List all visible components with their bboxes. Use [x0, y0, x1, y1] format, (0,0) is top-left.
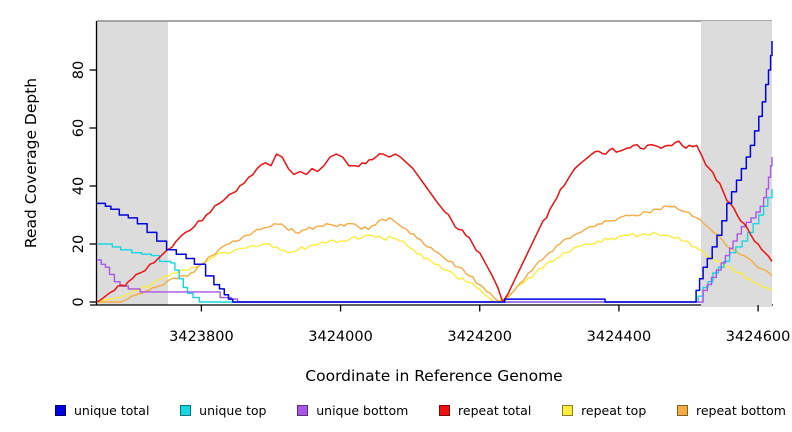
legend-item-repeat-top: repeat top — [562, 403, 646, 418]
series-line-repeat-top — [96, 231, 773, 303]
legend-item-unique-bottom: unique bottom — [297, 403, 408, 418]
legend-label: unique top — [199, 402, 267, 418]
legend: unique total unique top unique bottom repea… — [55, 399, 786, 421]
legend-swatch-icon — [180, 404, 192, 416]
legend-swatch-icon — [297, 404, 309, 416]
legend-swatch-icon — [562, 404, 574, 416]
legend-item-repeat-bottom: repeat bottom — [677, 403, 786, 418]
legend-label: repeat top — [581, 402, 647, 418]
y-tick-label: 60 — [71, 118, 87, 138]
series-line-unique-bottom — [97, 157, 773, 303]
x-tick-label: 3424400 — [586, 329, 652, 345]
y-tick-label: 20 — [71, 234, 87, 254]
legend-swatch-icon — [55, 404, 66, 416]
y-tick-label: 80 — [71, 60, 87, 80]
y-tick-label: 40 — [71, 176, 87, 196]
shaded-region-right — [701, 21, 772, 307]
series-line-repeat-bottom — [97, 205, 773, 303]
legend-swatch-icon — [677, 404, 688, 416]
legend-item-unique-total: unique total — [55, 403, 149, 418]
legend-item-unique-top: unique top — [180, 403, 266, 418]
x-tick-label: 3423800 — [169, 329, 234, 345]
series-line-unique-total — [97, 41, 773, 303]
series-line-unique-top — [97, 188, 773, 303]
y-tick-label: 0 — [71, 297, 87, 307]
x-tick-label: 3424200 — [447, 329, 513, 345]
legend-label: unique total — [74, 402, 150, 418]
shaded-region-left — [97, 21, 168, 305]
x-tick-label: 3424600 — [725, 329, 791, 345]
legend-label: repeat bottom — [696, 402, 786, 418]
series-line-repeat-total — [96, 140, 773, 303]
x-tick-label: 3424000 — [308, 329, 373, 345]
legend-swatch-icon — [439, 404, 451, 416]
y-axis-title: Read Coverage Depth — [22, 77, 40, 249]
legend-item-repeat-total: repeat total — [439, 403, 531, 418]
legend-label: unique bottom — [316, 402, 409, 418]
x-axis-title: Coordinate in Reference Genome — [305, 367, 563, 385]
legend-label: repeat total — [458, 402, 532, 418]
